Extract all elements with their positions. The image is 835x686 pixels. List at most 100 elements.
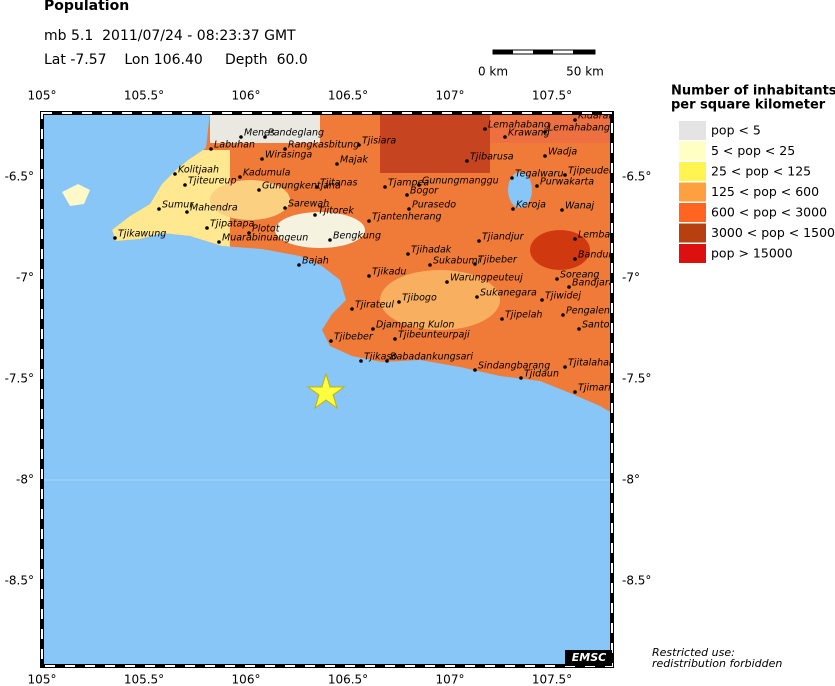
legend-label: 600 < pop < 3000 xyxy=(711,205,827,220)
lat-label: -8.5° xyxy=(5,574,34,588)
legend-label: 125 < pop < 600 xyxy=(711,184,819,199)
place-dot xyxy=(567,285,571,289)
legend-label: pop > 15000 xyxy=(711,246,793,261)
place-dot xyxy=(406,252,410,256)
place-label: Bandjaran xyxy=(572,278,621,289)
place-dot xyxy=(238,175,242,179)
place-label: Tjisiara xyxy=(362,136,396,147)
place-dot xyxy=(313,213,317,217)
lon-label: 107° xyxy=(436,673,465,686)
place-label: Tjidaun xyxy=(524,369,559,380)
place-label: Tjitanas xyxy=(320,178,357,189)
place-dot xyxy=(573,237,577,241)
place-dot xyxy=(475,295,479,299)
place-label: Tjibeunteurpaji xyxy=(398,330,470,341)
place-dot xyxy=(563,365,567,369)
place-dot xyxy=(483,127,487,131)
place-label: Bandung xyxy=(578,250,620,261)
place-dot xyxy=(383,185,387,189)
place-dot xyxy=(397,300,401,304)
scale-start: 0 km xyxy=(478,65,508,79)
place-label: Tjibeber xyxy=(478,255,518,266)
place-dot xyxy=(573,390,577,394)
place-dot xyxy=(393,337,397,341)
place-label: Tjikadu xyxy=(372,267,406,278)
place-dot xyxy=(540,298,544,302)
place-label: Tjitalahab xyxy=(568,358,615,369)
lon-label: 106° xyxy=(232,89,261,103)
place-label: Purasedo xyxy=(412,200,456,211)
place-label: Tjimari xyxy=(578,383,611,394)
place-label: Tjiandjur xyxy=(482,232,525,243)
place-label: Lemahabang xyxy=(548,123,610,134)
place-label: Majak xyxy=(340,155,368,166)
footer-line: redistribution forbidden xyxy=(652,657,782,670)
place-dot xyxy=(283,206,287,210)
place-dot xyxy=(405,193,409,197)
place-dot xyxy=(445,280,449,284)
lon-label: 105° xyxy=(28,89,57,103)
place-label: Tjikaso xyxy=(364,352,397,363)
place-label: Tjiwidej xyxy=(545,291,581,302)
place-label: Tjikawung xyxy=(118,229,166,240)
legend-label: 3000 < pop < 15000 xyxy=(711,225,835,240)
lon-label: 106.5° xyxy=(328,673,368,686)
legend-swatch xyxy=(679,223,706,243)
place-dot xyxy=(535,184,539,188)
place-dot xyxy=(503,135,507,139)
lat-label: -6.5° xyxy=(5,170,34,184)
place-dot xyxy=(329,339,333,343)
legend-swatch xyxy=(679,203,706,222)
place-dot xyxy=(357,143,361,147)
lat-label: -8.5° xyxy=(622,574,651,588)
legend-label: pop < 5 xyxy=(711,123,761,138)
place-dot xyxy=(173,172,177,176)
place-dot xyxy=(543,154,547,158)
place-dot xyxy=(367,274,371,278)
place-dot xyxy=(473,368,477,372)
place-dot xyxy=(417,183,421,187)
place-dot xyxy=(283,147,287,151)
place-label: Tjantenherang xyxy=(372,212,442,223)
place-label: Tjiteureup xyxy=(188,176,236,187)
place-dot xyxy=(335,162,339,166)
legend-swatch xyxy=(679,162,706,181)
place-dot xyxy=(543,130,547,134)
place-label: Muarabinuangeun xyxy=(222,233,308,244)
place-label: Tjipeudeuj xyxy=(568,166,618,177)
place-dot xyxy=(371,327,375,331)
lon-label: 107.5° xyxy=(532,89,572,103)
lon-label: 107° xyxy=(436,89,465,103)
scale-bar xyxy=(492,49,596,55)
place-dot xyxy=(359,359,363,363)
place-dot xyxy=(465,159,469,163)
place-label: Wadja xyxy=(548,147,577,158)
place-dot xyxy=(477,239,481,243)
place-label: Soreang xyxy=(560,270,599,281)
place-label: Keroja xyxy=(516,200,546,211)
place-label: Gunungmanggu xyxy=(422,176,499,187)
place-label: Rangkasbitung xyxy=(288,140,359,151)
place-label: Pandeglang xyxy=(268,128,324,139)
place-dot xyxy=(113,236,117,240)
lat-label: -7.5° xyxy=(5,372,34,386)
lat-label: -7° xyxy=(16,271,34,285)
place-label: Lemahabang xyxy=(488,120,550,131)
place-label: Djampang Kulon xyxy=(376,320,454,331)
place-label: Mahendra xyxy=(190,203,238,214)
place-label: Tegalwaru xyxy=(515,169,563,180)
place-label: Kadumula xyxy=(243,168,291,179)
lat-label: -7.5° xyxy=(622,372,651,386)
place-dot xyxy=(473,262,477,266)
scale-end: 50 km xyxy=(566,65,604,79)
place-dot xyxy=(519,376,523,380)
place-label: Tjirateul xyxy=(355,300,394,311)
place-label: Sumur xyxy=(162,200,194,211)
place-label: Purwakarta xyxy=(540,177,594,188)
place-label: Menes xyxy=(244,128,275,139)
place-dot xyxy=(239,135,243,139)
place-label: Tjibogo xyxy=(402,293,437,304)
place-label: Kolitjaah xyxy=(178,165,219,176)
